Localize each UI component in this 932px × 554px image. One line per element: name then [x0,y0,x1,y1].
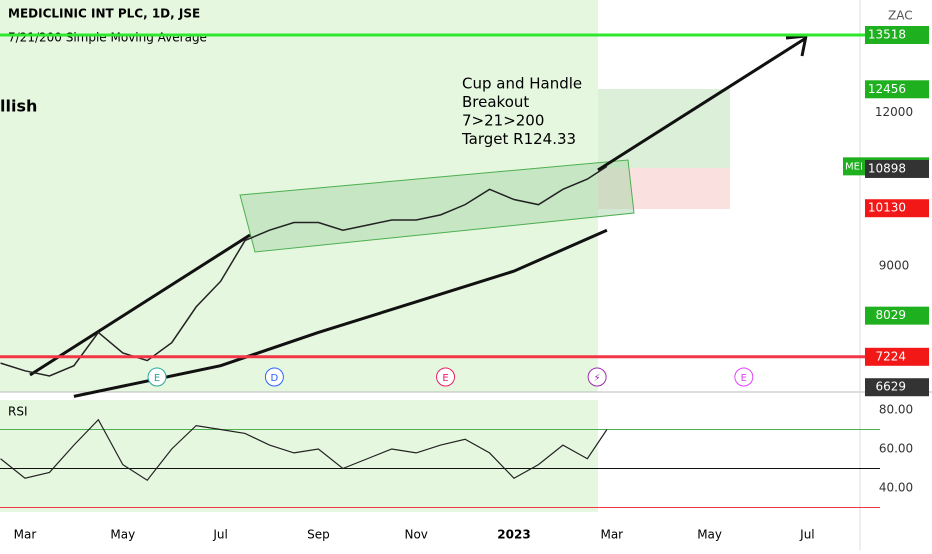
symbol-tag [843,157,865,176]
x-tick-label: Jul [212,528,227,542]
event-icon [147,367,167,387]
event-label: E [741,373,747,384]
price-tag-label: 12456 [868,82,906,96]
price-tag [865,306,929,325]
price-tag [865,378,929,397]
price-tag [865,25,929,44]
annotation: Cup and Handle [462,75,582,93]
event-icon [264,367,284,387]
price-tag [865,159,929,178]
event-label: E [154,373,160,384]
event-icon [436,367,456,387]
annotation: 7>21>200 [462,112,544,130]
sma-200 [73,228,608,398]
price-line [0,165,608,377]
x-tick-label: Jul [799,528,814,542]
trend-arrow [29,233,251,377]
rsi-bg [0,400,598,512]
price-tag-label: 10130 [868,201,906,215]
event-label: ⚡ [594,373,601,384]
indicator: 7/21/200 Simple Moving Average [8,31,207,45]
price-tag-label: 8029 [875,308,906,322]
x-tick-label: Sep [307,528,330,542]
annotation: Target R124.33 [461,130,576,148]
title: MEDICLINIC INT PLC, 1D, JSE [8,7,200,21]
rsi-line [0,418,608,481]
rsi-tick-label: 60.00 [879,442,913,456]
event-label: E [442,373,448,384]
price-tag-label: 7224 [875,349,906,363]
rsi-tick-label: 80.00 [879,403,913,417]
price-tag [865,347,929,366]
target-arrow [597,36,807,172]
idea: llish [0,97,37,116]
event-icon [587,367,607,387]
price-tag-label: 13518 [868,27,906,41]
rsi-tick-label: 40.00 [879,481,913,495]
x-tick-label: May [697,528,722,542]
annotation: Breakout [462,93,529,111]
price-tag-label: 6629 [875,380,906,394]
x-tick-label: Nov [404,528,427,542]
price-tag [865,199,929,218]
price-tag-label: 10898 [868,161,906,175]
x-tick-label: May [110,528,135,542]
event-icon [734,367,754,387]
rsi-label: RSI [8,405,28,419]
symbol-label: MEI [845,161,863,172]
currency: ZAC [888,9,913,23]
x-tick-label: Mar [14,528,37,542]
x-tick-label: 2023 [497,528,530,542]
x-tick-label: Mar [600,528,623,542]
event-label: D [271,373,279,384]
price-tag [865,80,929,99]
y-tick-label: 9000 [879,259,910,273]
y-tick-label: 12000 [875,105,913,119]
